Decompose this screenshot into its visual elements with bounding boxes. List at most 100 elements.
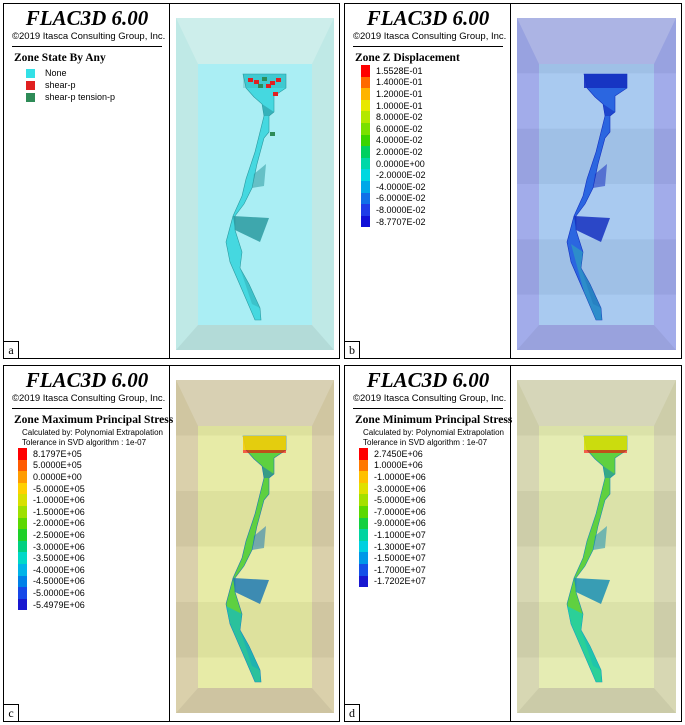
block-top-face	[517, 18, 676, 64]
failure-marker	[270, 132, 275, 136]
legend-item: -3.0000E+06	[359, 482, 426, 495]
model-render	[517, 380, 676, 713]
legend-title: Zone Minimum Principal Stress	[355, 414, 513, 426]
app-title: FLAC3D 6.00	[25, 368, 149, 392]
legend-item: -1.0000E+06	[359, 471, 426, 483]
legend-item: -3.5000E+06	[18, 552, 85, 564]
legend-swatch	[361, 122, 370, 135]
legend-item: -9.0000E+06	[359, 517, 426, 530]
app-title: FLAC3D 6.00	[366, 368, 490, 392]
legend-swatch	[361, 99, 370, 112]
legend-value: -9.0000E+06	[374, 518, 426, 529]
tolerance-note: Tolerance in SVD algorithm : 1e-07	[363, 438, 488, 447]
legend-title: Zone Z Displacement	[355, 52, 460, 64]
app-title: FLAC3D 6.00	[25, 6, 149, 30]
stress-peak	[584, 450, 627, 453]
stope-facet	[574, 578, 610, 604]
legend-swatch	[26, 68, 35, 78]
legend-swatch	[359, 448, 368, 460]
legend-swatch	[18, 517, 27, 530]
legend-value: -4.0000E+06	[33, 564, 85, 575]
failure-marker	[258, 84, 263, 88]
legend-swatch	[359, 540, 368, 553]
legend-value: -1.0000E+06	[33, 495, 85, 506]
legend-item: shear-p tension-p	[26, 91, 115, 103]
legend-value: -5.4979E+06	[33, 599, 85, 610]
legend-value: 1.2000E-01	[376, 88, 423, 99]
legend-swatch	[18, 598, 27, 611]
legend-value: -1.5000E+06	[33, 506, 85, 517]
legend-value: 8.1797E+05	[33, 448, 82, 459]
layer-band	[517, 18, 676, 74]
legend-swatch	[361, 88, 370, 100]
stress-cap	[584, 436, 627, 450]
legend-value: 1.5528E-01	[376, 65, 423, 76]
layer-band	[517, 602, 676, 658]
legend-item: 1.0000E+06	[359, 459, 426, 472]
legend-swatch	[26, 92, 35, 102]
legend-value: 0.0000E+00	[376, 158, 425, 169]
inner-block	[198, 426, 312, 688]
panel-label: d	[345, 704, 360, 721]
legend-swatch	[361, 180, 370, 193]
legend-swatch	[359, 563, 368, 576]
legend-item: -5.0000E+06	[359, 494, 426, 506]
legend-area: FLAC3D 6.00 ©2019 Itasca Consulting Grou…	[345, 366, 513, 721]
legend-item: 1.5528E-01	[361, 65, 426, 77]
legend-swatch	[18, 471, 27, 483]
stope-facet	[240, 268, 260, 308]
displacement-zone	[571, 244, 602, 320]
legend-value: -3.0000E+06	[374, 483, 426, 494]
legend-swatch	[18, 529, 27, 541]
stress-peak	[243, 450, 286, 453]
layer-band	[517, 380, 676, 436]
block-bottom-face	[176, 688, 334, 713]
divider	[12, 46, 162, 47]
legend-item: 2.7450E+06	[359, 448, 426, 460]
legend-swatch	[359, 575, 368, 588]
legend-value: -2.0000E-02	[376, 170, 426, 181]
legend-area: FLAC3D 6.00 ©2019 Itasca Consulting Grou…	[4, 366, 173, 721]
calc-note: Calculated by: Polynomial Extrapolation	[363, 428, 504, 437]
legend-item: -8.7707E-02	[361, 215, 426, 228]
legend-value: 2.0000E-02	[376, 146, 423, 157]
legend-list: 1.5528E-01 1.4000E-01 1.2000E-01 1.0000E-01…	[361, 65, 426, 228]
block-bottom-face	[517, 688, 676, 713]
legend-area: FLAC3D 6.00 ©2019 Itasca Consulting Grou…	[345, 4, 511, 358]
legend-value: 1.4000E-01	[376, 77, 423, 88]
legend-swatch	[18, 587, 27, 599]
legend-item: 4.0000E-02	[361, 134, 426, 147]
failure-marker	[273, 92, 278, 96]
legend-item: -6.0000E-02	[361, 192, 426, 205]
legend-value: 5.0000E+05	[33, 460, 82, 471]
legend-swatch	[359, 529, 368, 541]
legend-swatch	[18, 552, 27, 564]
block-top-face	[176, 18, 334, 64]
legend-value: 0.0000E+00	[33, 471, 82, 482]
legend-item: -8.0000E-02	[361, 204, 426, 216]
legend-item: None	[26, 67, 115, 79]
legend-swatch	[26, 80, 35, 90]
legend-item: 8.0000E-02	[361, 111, 426, 123]
legend-value: -5.0000E+06	[374, 495, 426, 506]
legend-swatch	[18, 459, 27, 472]
app-title: FLAC3D 6.00	[366, 6, 490, 30]
legend-swatch	[359, 482, 368, 495]
legend-item: 5.0000E+05	[18, 459, 85, 472]
legend-swatch	[18, 505, 27, 518]
legend-item: -7.0000E+06	[359, 505, 426, 518]
legend-swatch	[361, 204, 370, 216]
legend-swatch	[361, 65, 370, 77]
legend-item: -2.5000E+06	[18, 529, 85, 541]
legend-item: 0.0000E+00	[18, 471, 85, 483]
layer-band	[176, 380, 334, 436]
legend-value: 8.0000E-02	[376, 112, 423, 123]
legend-value: -4.0000E-02	[376, 181, 426, 192]
stope-facet	[262, 466, 274, 478]
copyright: ©2019 Itasca Consulting Group, Inc.	[12, 31, 166, 42]
legend-swatch	[361, 169, 370, 181]
legend-item: 2.0000E-02	[361, 146, 426, 158]
legend-swatch	[361, 157, 370, 170]
legend-item: -5.4979E+06	[18, 598, 85, 611]
block-top-face	[176, 380, 334, 426]
